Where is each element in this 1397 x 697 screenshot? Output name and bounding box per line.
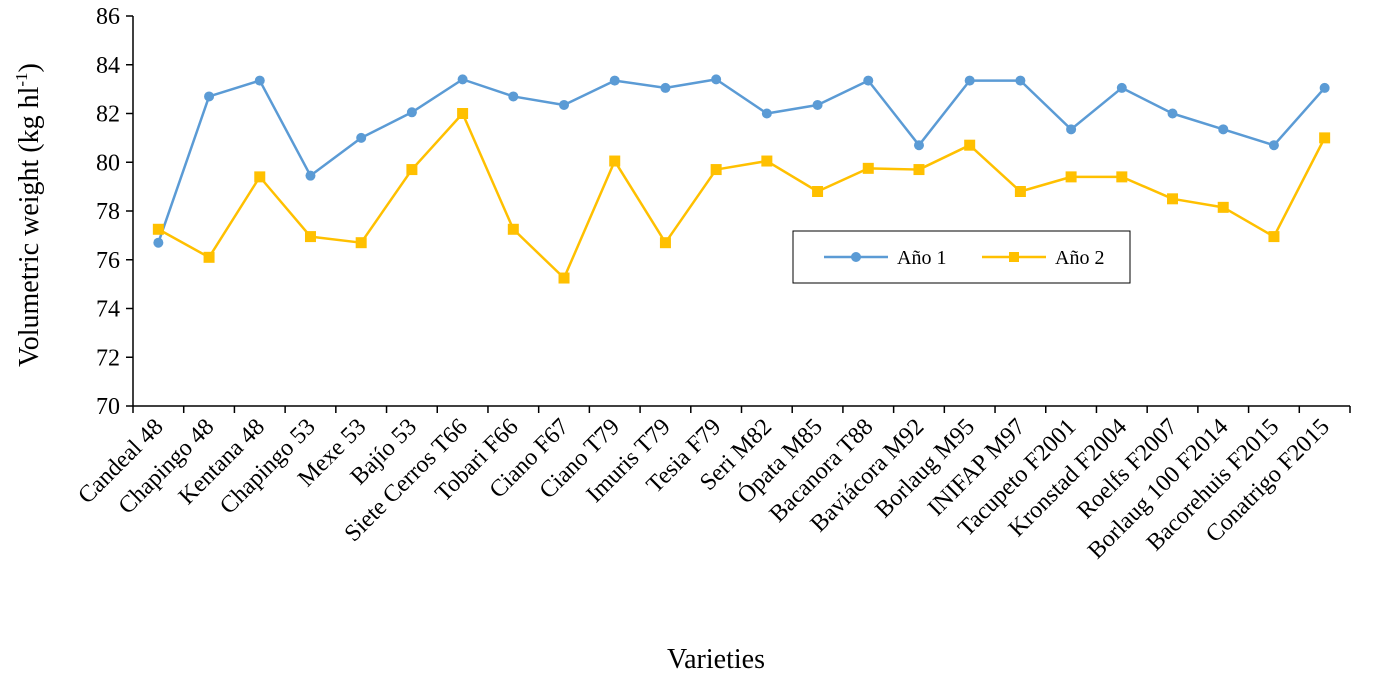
data-point-ano-1 bbox=[1066, 124, 1077, 135]
y-tick-label: 78 bbox=[96, 199, 120, 225]
y-tick-label: 72 bbox=[96, 345, 120, 371]
data-point-ano-1 bbox=[863, 75, 874, 86]
data-point-ano-2 bbox=[1167, 193, 1179, 205]
series-line-ano-2 bbox=[157, 112, 1326, 280]
y-tick-label: 84 bbox=[96, 53, 120, 79]
data-point-ano-2 bbox=[1319, 132, 1331, 144]
data-point-ano-2 bbox=[761, 155, 773, 167]
y-axis-ticks: 70 72 74 76 78 80 82 84 86 bbox=[96, 4, 133, 420]
data-point-ano-2 bbox=[254, 171, 266, 183]
y-axis-title-superscript: -1 bbox=[12, 72, 31, 86]
data-point-ano-1 bbox=[761, 108, 772, 119]
data-point-ano-1 bbox=[508, 91, 519, 102]
data-point-ano-2 bbox=[406, 164, 418, 176]
data-point-ano-1 bbox=[305, 170, 316, 181]
data-point-ano-2 bbox=[1065, 171, 1077, 183]
data-point-ano-2 bbox=[203, 251, 215, 263]
legend-label-ano1: Año 1 bbox=[897, 247, 946, 269]
data-point-ano-2 bbox=[913, 164, 925, 176]
data-point-ano-2 bbox=[710, 164, 722, 176]
data-point-ano-2 bbox=[152, 223, 164, 235]
data-point-ano-1 bbox=[356, 132, 367, 143]
data-point-ano-2 bbox=[812, 186, 824, 197]
data-point-ano-1 bbox=[457, 74, 468, 85]
data-point-ano-1 bbox=[1268, 140, 1279, 151]
data-point-ano-1 bbox=[204, 91, 215, 102]
legend-marker-ano1 bbox=[851, 252, 861, 262]
data-point-ano-2 bbox=[457, 108, 469, 119]
y-tick-label: 74 bbox=[96, 297, 120, 323]
data-point-ano-1 bbox=[1116, 82, 1127, 93]
data-point-ano-2 bbox=[862, 162, 874, 174]
data-point-ano-2 bbox=[1014, 186, 1026, 197]
data-point-ano-1 bbox=[964, 75, 975, 86]
y-tick-label: 70 bbox=[96, 394, 120, 420]
y-axis-title-close: ) bbox=[14, 63, 45, 72]
data-point-ano-1 bbox=[1218, 124, 1229, 135]
data-point-ano-2 bbox=[1217, 201, 1229, 213]
data-point-ano-2 bbox=[558, 272, 570, 284]
data-point-ano-2 bbox=[659, 237, 671, 249]
data-point-ano-1 bbox=[1319, 82, 1330, 93]
y-axis-title: Volumetric weight (kg hl-1) bbox=[12, 63, 45, 367]
data-point-ano-1 bbox=[153, 237, 164, 248]
legend: Año 1 Año 2 bbox=[792, 230, 1131, 284]
data-point-ano-1 bbox=[609, 75, 620, 86]
y-tick-label: 82 bbox=[96, 102, 120, 128]
data-point-ano-1 bbox=[1167, 108, 1178, 119]
series-ano-2 bbox=[152, 108, 1331, 284]
data-point-ano-2 bbox=[507, 223, 519, 235]
data-point-ano-2 bbox=[304, 231, 316, 243]
data-point-ano-1 bbox=[812, 99, 823, 110]
data-point-ano-2 bbox=[964, 139, 976, 151]
data-point-ano-2 bbox=[1116, 171, 1128, 183]
data-point-ano-1 bbox=[254, 75, 265, 86]
data-point-ano-1 bbox=[406, 107, 417, 118]
data-point-ano-1 bbox=[711, 74, 722, 85]
y-tick-label: 86 bbox=[96, 4, 120, 30]
axes bbox=[132, 16, 1350, 407]
data-point-ano-1 bbox=[559, 99, 570, 110]
legend-marker-ano2 bbox=[1009, 252, 1019, 262]
data-point-ano-2 bbox=[1268, 231, 1280, 243]
y-tick-label: 76 bbox=[96, 248, 120, 274]
data-point-ano-1 bbox=[660, 82, 671, 93]
data-point-ano-2 bbox=[609, 155, 621, 167]
y-tick-label: 80 bbox=[96, 150, 120, 176]
series-line-ano-1 bbox=[157, 78, 1326, 244]
data-point-ano-1 bbox=[1015, 75, 1026, 86]
series-layer bbox=[152, 74, 1331, 284]
data-point-ano-1 bbox=[913, 140, 924, 151]
x-axis-title: Varieties bbox=[667, 644, 765, 675]
data-point-ano-2 bbox=[355, 237, 367, 249]
legend-label-ano2: Año 2 bbox=[1055, 247, 1104, 269]
series-ano-1 bbox=[153, 74, 1330, 248]
